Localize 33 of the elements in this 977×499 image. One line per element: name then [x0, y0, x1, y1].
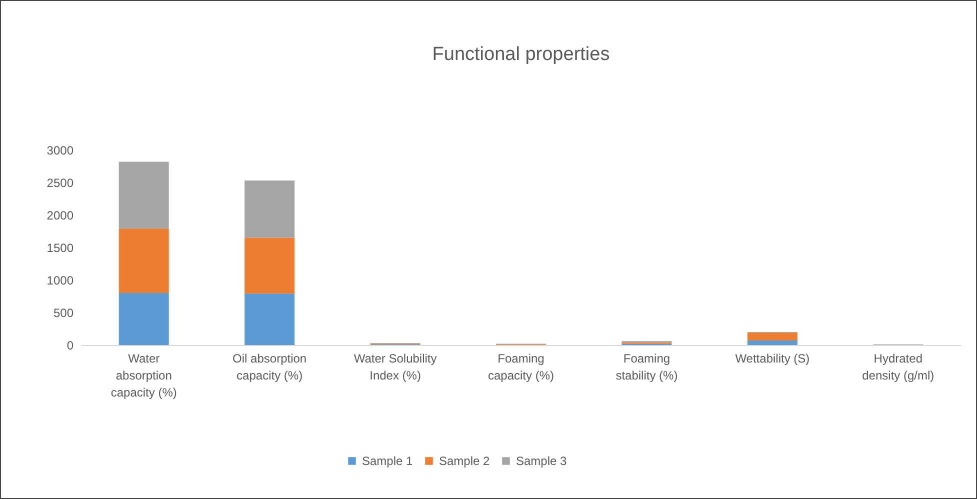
y-tick-label: 500	[53, 306, 74, 320]
category-label: Water	[128, 352, 160, 366]
category-label: Water Solubility	[354, 352, 437, 366]
bar	[118, 293, 169, 345]
bar	[118, 162, 169, 229]
legend-label: Sample 3	[516, 454, 568, 468]
y-tick-label: 1000	[46, 274, 74, 288]
category-label: density (g/ml)	[862, 368, 934, 382]
bar	[244, 238, 295, 294]
bar	[747, 332, 798, 340]
legend-label: Sample 2	[439, 454, 490, 468]
category-label: Foaming	[498, 352, 544, 366]
bar	[118, 228, 169, 293]
category-label: Index (%)	[370, 368, 421, 382]
y-tick-label: 2500	[46, 176, 74, 190]
category-label: capacity (%)	[110, 386, 177, 400]
category-label: capacity (%)	[488, 368, 554, 382]
bar	[244, 180, 295, 238]
legend-label: Sample 1	[362, 454, 414, 468]
category-label: Wettability (S)	[735, 352, 810, 366]
category-label: Oil absorption	[232, 352, 307, 366]
y-tick-label: 0	[66, 338, 74, 352]
bar	[244, 294, 295, 345]
category-label: absorption	[116, 368, 172, 382]
category-label: Hydrated	[874, 352, 922, 366]
y-tick-label: 2000	[46, 208, 74, 222]
category-label: stability (%)	[616, 368, 678, 382]
chart-title: Functional properties	[432, 44, 610, 65]
bar	[747, 340, 798, 345]
category-label: Foaming	[623, 352, 670, 366]
category-label: capacity (%)	[236, 368, 303, 382]
y-tick-label: 3000	[46, 144, 74, 158]
y-tick-label: 1500	[46, 241, 74, 255]
